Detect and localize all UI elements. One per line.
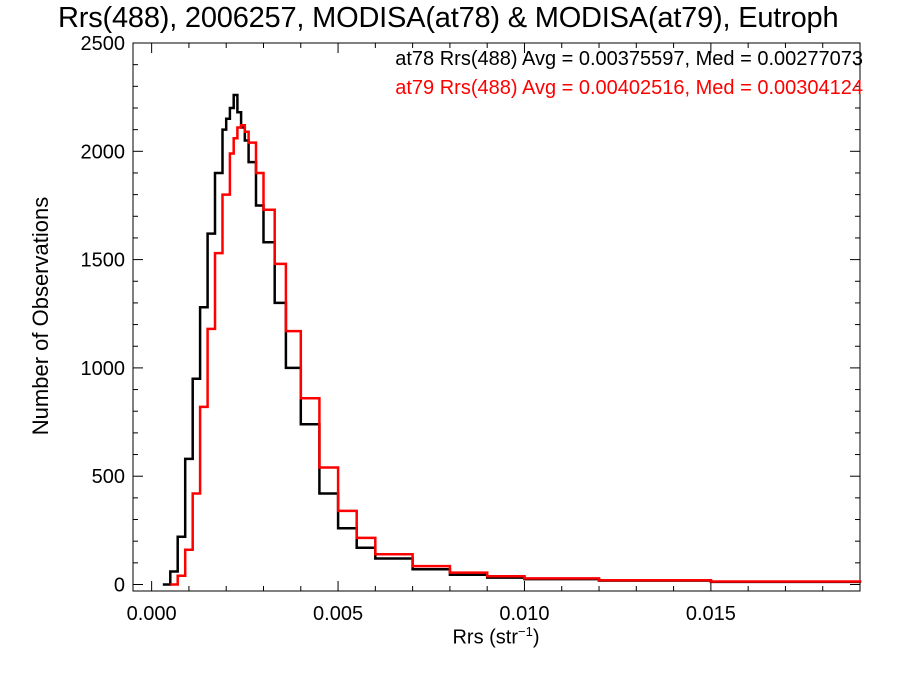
x-axis-label-text: Rrs (str (452, 626, 519, 649)
axis-tick-labels: 0.000 0.005 0.010 0.015 0 500 1000 1500 2000 2500 (81, 33, 736, 625)
y-axis-label: Number of Observations (28, 196, 53, 436)
legend-entry-at78: at78 Rrs(488) Avg = 0.00375597, Med = 0.… (395, 48, 863, 70)
y-tick-label: 500 (92, 466, 125, 488)
x-tick-label: 0.015 (686, 603, 736, 625)
series-lines (162, 93, 862, 586)
chart-title: Rrs(488), 2006257, MODISA(at78) & MODISA… (58, 2, 839, 34)
y-tick-label: 1000 (81, 358, 126, 380)
x-tick-label: 0.005 (313, 603, 363, 625)
y-tick-label: 2500 (81, 33, 126, 55)
y-tick-label: 0 (114, 575, 125, 597)
x-tick-label: 0.000 (127, 603, 177, 625)
legend-entry-at79: at79 Rrs(488) Avg = 0.00402516, Med = 0.… (395, 77, 863, 99)
y-tick-label: 2000 (81, 141, 126, 163)
x-axis-label-exponent: −1 (518, 624, 533, 639)
x-axis-label: Rrs (str−1) (452, 624, 540, 649)
y-tick-label: 1500 (81, 250, 126, 272)
plot-frame (132, 42, 861, 592)
series-line-at79 (170, 124, 862, 586)
axis-ticks (133, 42, 860, 591)
series-line-at78 (162, 93, 862, 586)
x-tick-label: 0.010 (499, 603, 549, 625)
